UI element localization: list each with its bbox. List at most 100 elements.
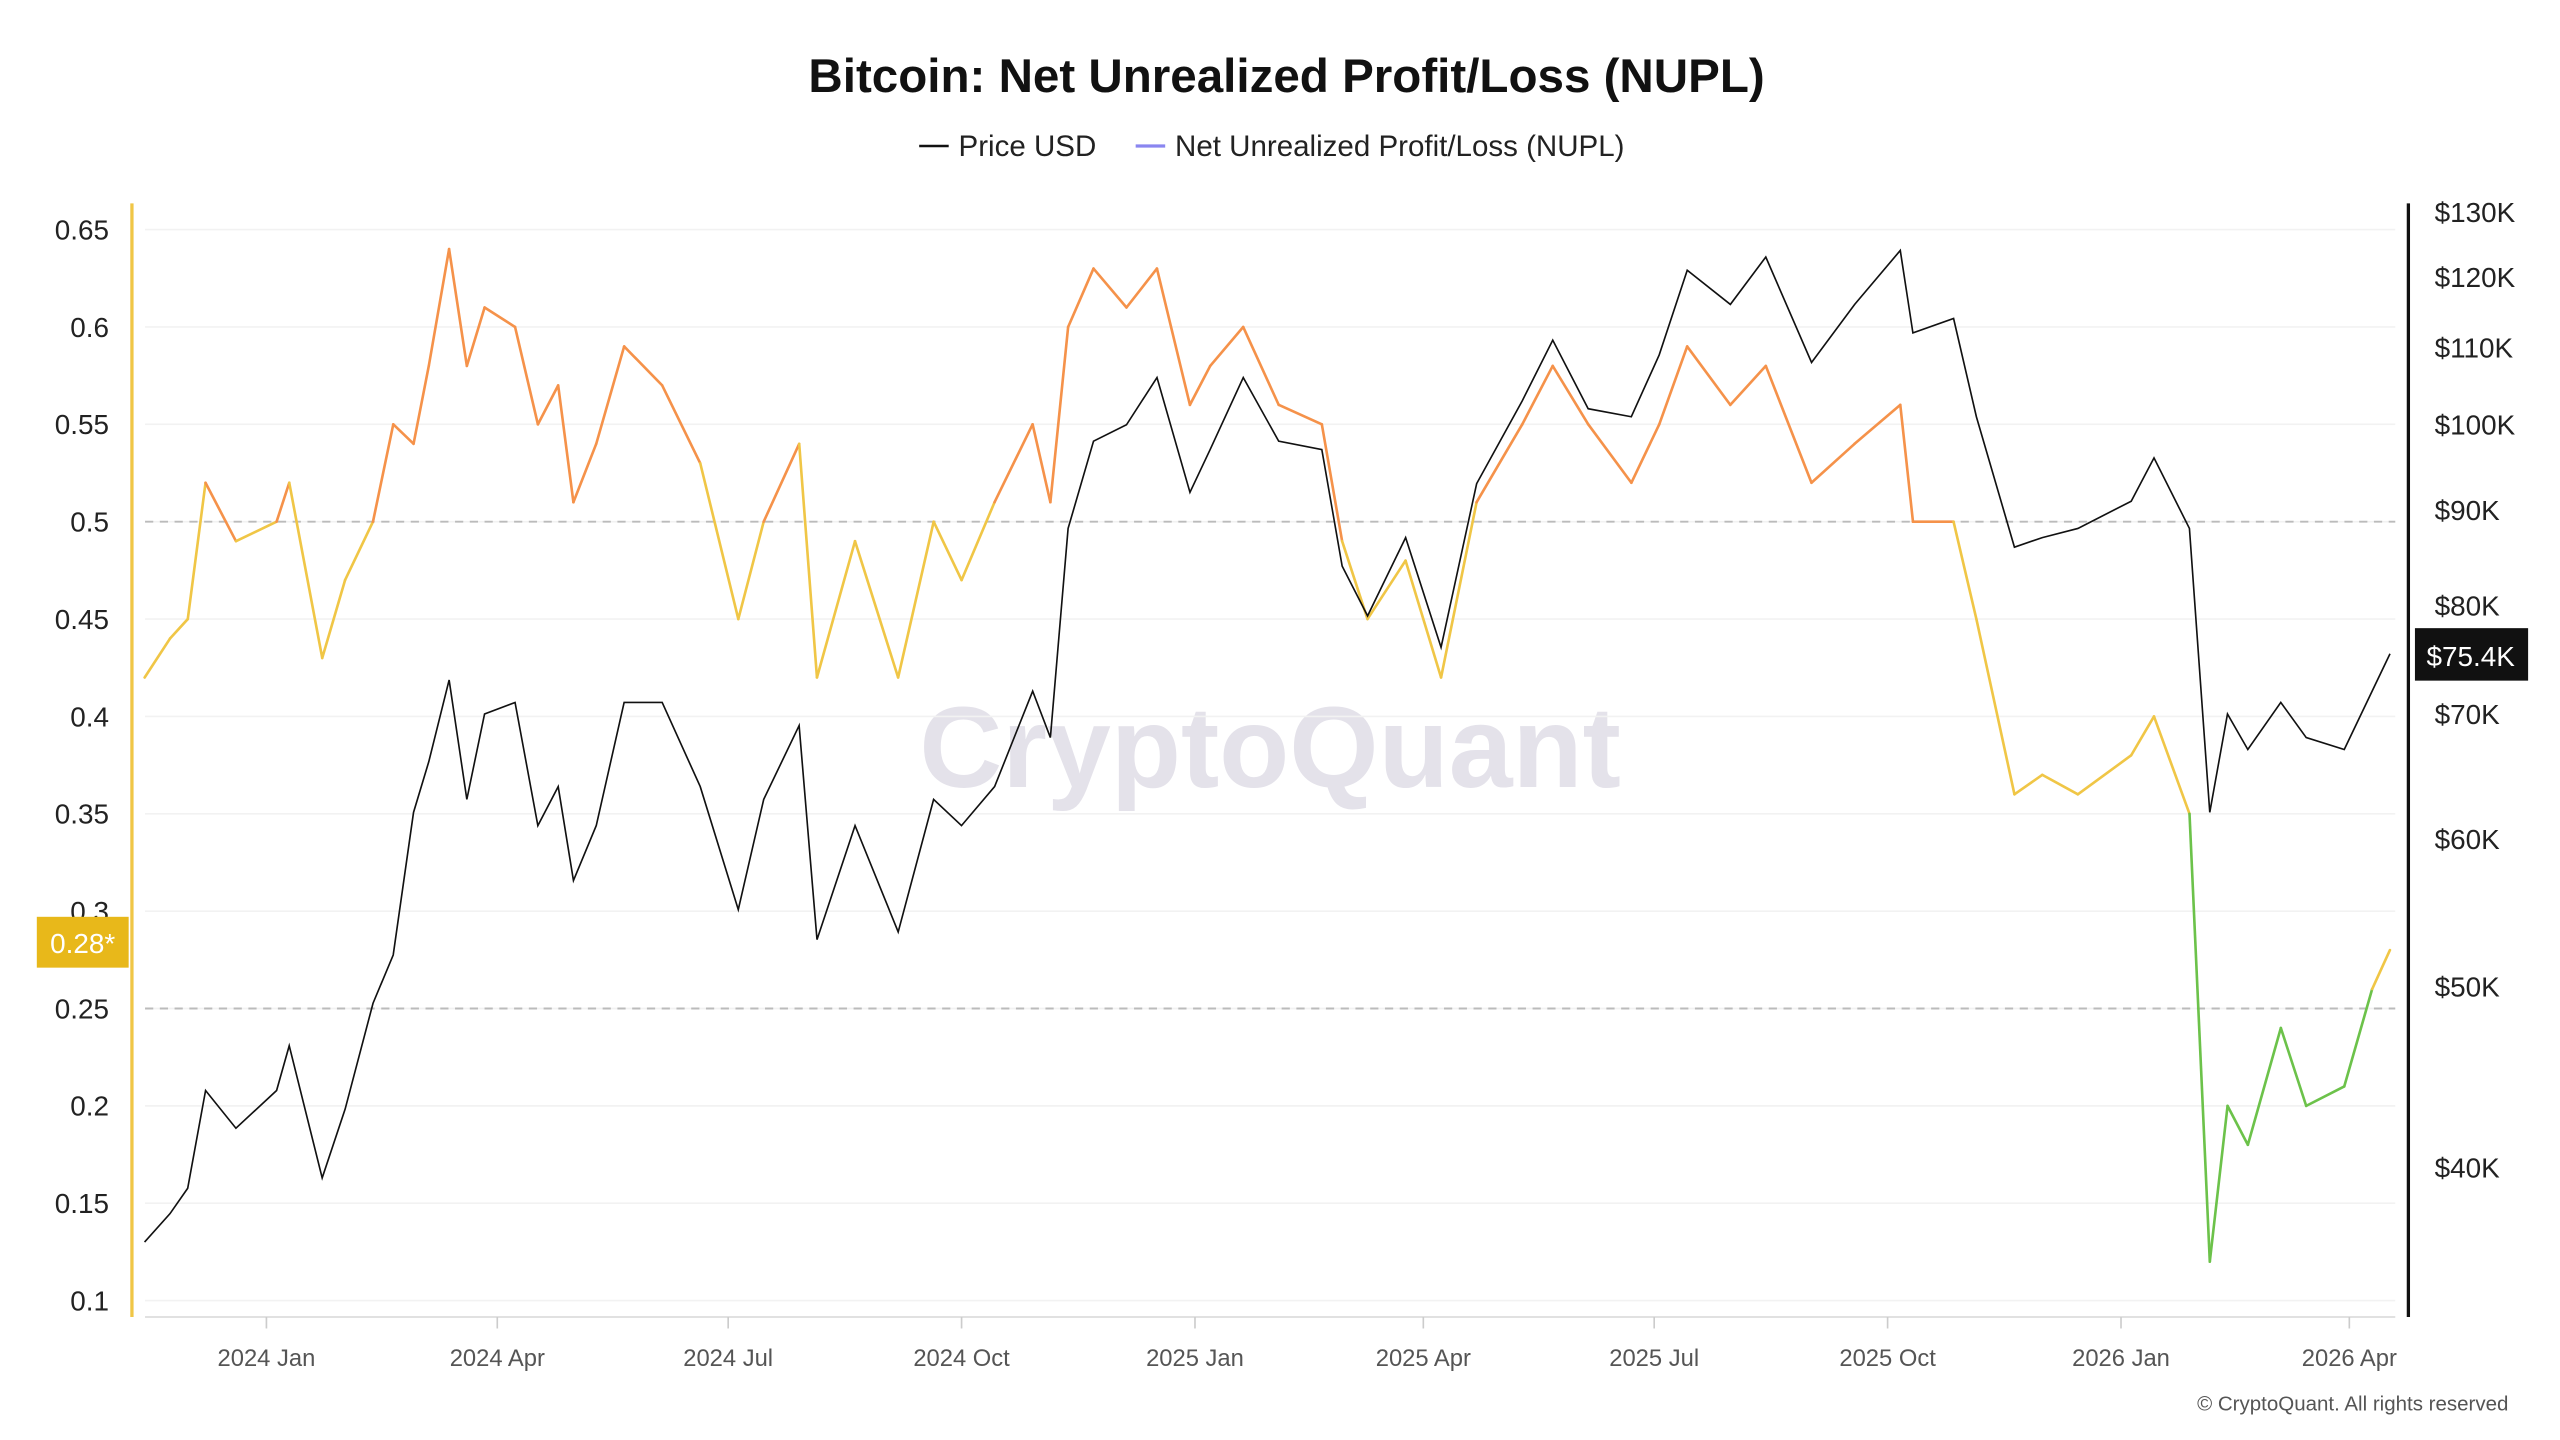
nupl-segment — [1188, 364, 1212, 407]
legend-nupl-label: Net Unrealized Profit/Loss (NUPL) — [1175, 130, 1624, 163]
right-tick-label: $120K — [2435, 262, 2516, 293]
nupl-segment — [2226, 1104, 2250, 1147]
nupl-segment — [483, 306, 517, 329]
chart-title: Bitcoin: Net Unrealized Profit/Loss (NUP… — [808, 50, 1764, 103]
nupl-segment — [993, 423, 1034, 504]
nupl-segment — [168, 617, 190, 640]
nupl-segment — [427, 247, 451, 368]
nupl-series — [143, 247, 2392, 1263]
nupl-segment — [234, 520, 278, 543]
left-tick-label: 0.25 — [55, 993, 109, 1024]
nupl-segment — [1241, 325, 1281, 407]
nupl-segment — [932, 520, 963, 582]
right-tick-label: $110K — [2435, 332, 2514, 363]
nupl-segment — [412, 364, 431, 446]
nupl-segment — [622, 345, 664, 387]
x-tick-label: 2024 Jul — [683, 1345, 773, 1372]
nupl-segment — [1208, 325, 1245, 368]
nupl-segment — [2152, 715, 2191, 816]
legend-item-nupl[interactable]: Net Unrealized Profit/Loss (NUPL) — [1135, 130, 1625, 163]
left-tick-label: 0.65 — [55, 214, 109, 245]
nupl-segment — [1320, 423, 1344, 543]
copyright: © CryptoQuant. All rights reserved — [2197, 1392, 2508, 1415]
nupl-segment — [536, 384, 560, 426]
x-tick-label: 2025 Jan — [1146, 1345, 1244, 1372]
nupl-segment — [960, 500, 996, 582]
right-tick-label: $60K — [2435, 824, 2501, 855]
nupl-segment — [1630, 423, 1661, 485]
nupl-segment — [896, 520, 935, 679]
right-tick-label: $130K — [2435, 197, 2516, 228]
nupl-segment — [660, 384, 702, 465]
x-tick-label: 2025 Apr — [1376, 1345, 1471, 1372]
nupl-segment — [2076, 754, 2133, 796]
nupl-segment — [1475, 423, 1524, 504]
nupl-segment — [1586, 423, 1633, 485]
nupl-segment — [1810, 442, 1856, 485]
x-tick-label: 2024 Apr — [450, 1345, 545, 1372]
right-axis-ticks: $40K $50K $60K $70K $80K $90K $100K $110K $120K $… — [2435, 197, 2516, 1184]
nupl-segment — [2208, 1104, 2229, 1263]
nupl-segment — [2370, 948, 2392, 991]
price-current-value: $75.4K — [2427, 641, 2516, 672]
nupl-current-value: 0.28* — [50, 928, 115, 959]
right-tick-label: $90K — [2435, 495, 2501, 526]
nupl-segment — [1277, 403, 1324, 426]
nupl-segment — [815, 539, 857, 679]
nupl-segment — [2013, 773, 2044, 796]
nupl-segment — [2188, 812, 2212, 1263]
nupl-segment — [1764, 364, 1813, 485]
x-tick-label: 2026 Apr — [2302, 1345, 2397, 1372]
nupl-segment — [2246, 1026, 2283, 1147]
legend-item-price[interactable]: Price USD — [919, 130, 1096, 163]
left-tick-label: 0.45 — [55, 604, 109, 635]
nupl-segment — [797, 442, 819, 679]
nupl-segment — [447, 247, 469, 368]
left-tick-label: 0.55 — [55, 409, 109, 440]
nupl-segment — [1551, 364, 1590, 426]
legend: Price USD Net Unrealized Profit/Loss (NU… — [919, 130, 1624, 163]
nupl-segment — [1155, 267, 1192, 407]
left-tick-label: 0.5 — [70, 507, 109, 538]
left-tick-label: 0.6 — [70, 312, 109, 343]
right-tick-label: $100K — [2435, 410, 2516, 441]
nupl-segment — [2041, 773, 2080, 796]
nupl-segment — [1366, 559, 1407, 621]
left-tick-label: 0.15 — [55, 1188, 109, 1219]
nupl-segment — [2304, 1085, 2346, 1108]
nupl-segment — [737, 520, 765, 621]
nupl-segment — [371, 423, 395, 524]
nupl-segment — [698, 461, 740, 621]
x-tick-label: 2026 Jan — [2072, 1345, 2170, 1372]
right-tick-label: $70K — [2435, 699, 2501, 730]
nupl-segment — [1853, 403, 1902, 446]
nupl-segment — [287, 481, 324, 660]
left-tick-label: 0.2 — [70, 1091, 109, 1122]
nupl-segment — [204, 481, 238, 543]
left-tick-label: 0.4 — [70, 701, 109, 732]
price-series-line — [143, 248, 2391, 1243]
nupl-segment — [2279, 1026, 2308, 1108]
watermark: CryptoQuant — [919, 684, 1621, 812]
right-tick-label: $40K — [2435, 1153, 2501, 1184]
x-tick-label: 2025 Oct — [1839, 1345, 1936, 1372]
nupl-segment — [2129, 715, 2156, 757]
nupl-segment — [1520, 364, 1555, 426]
price-current-badge: $75.4K — [2414, 628, 2529, 681]
nupl-segment — [1439, 500, 1478, 679]
nupl-segment — [1031, 423, 1052, 504]
left-tick-label: 0.35 — [55, 799, 109, 830]
nupl-segment — [1404, 559, 1443, 679]
nupl-segment — [186, 481, 207, 621]
x-tick-label: 2025 Jul — [1609, 1345, 1699, 1372]
x-tick-label: 2024 Jan — [218, 1345, 316, 1372]
nupl-current-badge: 0.28* — [36, 916, 129, 968]
nupl-segment — [1657, 345, 1689, 426]
right-tick-label: $80K — [2435, 591, 2501, 622]
left-axis-ticks: 0.10.150.20.250.30.350.40.450.50.550.60.… — [55, 214, 109, 1316]
nupl-segment — [594, 345, 626, 446]
x-tick-label: 2024 Oct — [913, 1345, 1010, 1372]
nupl-segment — [275, 481, 291, 524]
reference-lines — [145, 520, 2396, 1010]
